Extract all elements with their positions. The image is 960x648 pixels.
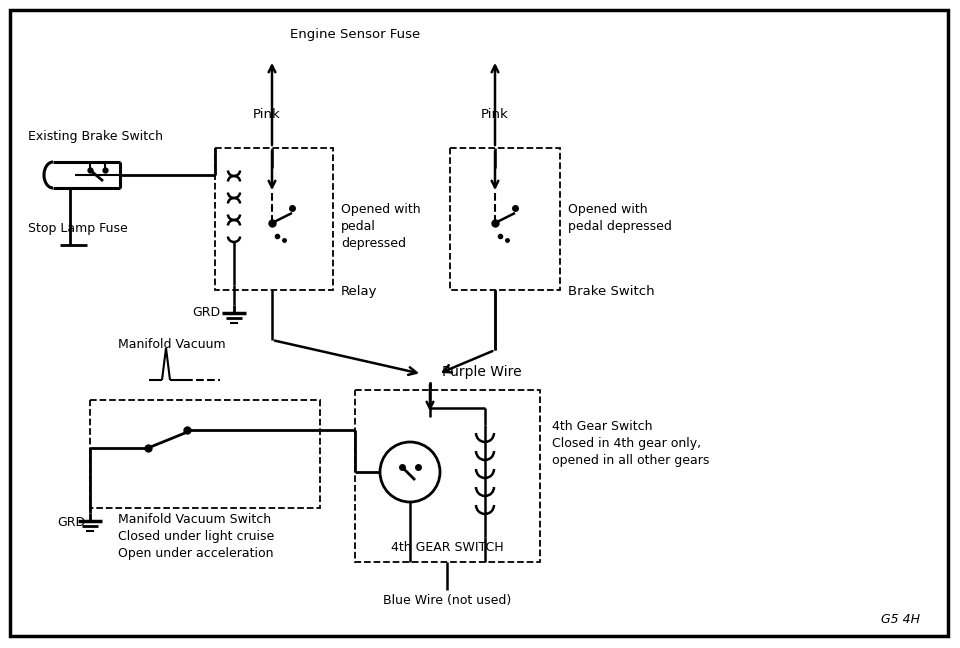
- Text: GRD: GRD: [192, 305, 220, 319]
- Text: G5 4H: G5 4H: [881, 613, 920, 626]
- Text: Brake Switch: Brake Switch: [568, 285, 655, 298]
- Text: Existing Brake Switch: Existing Brake Switch: [28, 130, 163, 143]
- Bar: [355, 390, 540, 562]
- Text: 4th GEAR SWITCH: 4th GEAR SWITCH: [391, 541, 503, 554]
- Bar: [450, 148, 560, 290]
- Text: Purple Wire: Purple Wire: [442, 365, 521, 379]
- Text: Manifold Vacuum: Manifold Vacuum: [118, 338, 226, 351]
- Text: Closed under light cruise
Open under acceleration: Closed under light cruise Open under acc…: [118, 530, 275, 560]
- Text: 4th Gear Switch
Closed in 4th gear only,
opened in all other gears: 4th Gear Switch Closed in 4th gear only,…: [552, 420, 709, 467]
- Text: GRD: GRD: [57, 516, 85, 529]
- Text: Engine Sensor Fuse: Engine Sensor Fuse: [290, 28, 420, 41]
- Text: Stop Lamp Fuse: Stop Lamp Fuse: [28, 222, 128, 235]
- Text: Opened with
pedal
depressed: Opened with pedal depressed: [341, 203, 420, 250]
- Text: Pink: Pink: [481, 108, 509, 121]
- Text: Manifold Vacuum Switch: Manifold Vacuum Switch: [118, 513, 271, 526]
- Text: Opened with
pedal depressed: Opened with pedal depressed: [568, 203, 672, 233]
- Bar: [215, 148, 333, 290]
- Text: Relay: Relay: [341, 285, 377, 298]
- Text: Blue Wire (not used): Blue Wire (not used): [383, 594, 511, 607]
- Text: Pink: Pink: [253, 108, 281, 121]
- Bar: [90, 400, 320, 508]
